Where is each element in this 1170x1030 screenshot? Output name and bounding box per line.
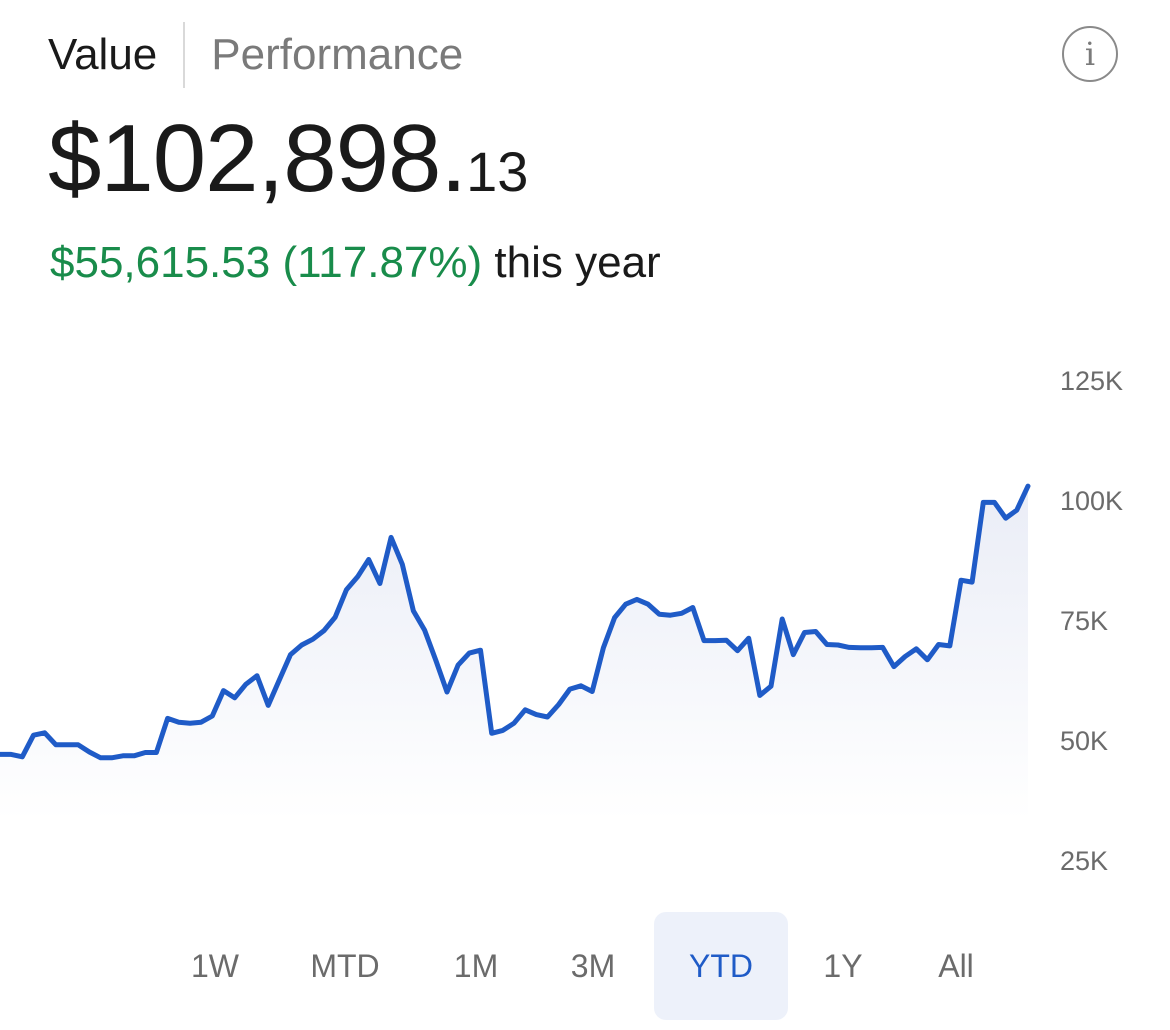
portfolio-chart: 125K 100K 75K 50K 25K xyxy=(0,366,1123,876)
time-range-selector: 1W MTD 1M 3M YTD 1Y All xyxy=(160,912,1014,1020)
tab-performance[interactable]: Performance xyxy=(211,30,464,79)
range-1w[interactable]: 1W xyxy=(191,948,239,984)
range-1m[interactable]: 1M xyxy=(453,948,499,984)
info-icon[interactable]: i xyxy=(1062,26,1118,82)
y-axis: 125K 100K 75K 50K 25K xyxy=(1060,366,1123,876)
chart-line xyxy=(0,483,1031,761)
range-all[interactable]: All xyxy=(938,948,974,984)
portfolio-value-cents: 13 xyxy=(466,140,529,203)
range-ytd[interactable]: YTD xyxy=(654,912,788,1020)
tab-divider xyxy=(183,22,186,88)
y-tick-label: 50K xyxy=(1060,726,1108,756)
range-1y[interactable]: 1Y xyxy=(823,948,863,984)
view-tabs: Value Performance xyxy=(48,22,463,88)
tab-value[interactable]: Value xyxy=(48,30,158,79)
range-3m[interactable]: 3M xyxy=(570,948,616,984)
y-tick-label: 25K xyxy=(1060,846,1108,876)
portfolio-value-main: $102,898. xyxy=(48,105,467,212)
chart-area xyxy=(0,486,1028,820)
y-tick-label: 100K xyxy=(1060,486,1123,516)
period-change: $55,615.53 (117.87%) this year xyxy=(50,238,661,288)
change-amount: $55,615.53 (117.87%) xyxy=(50,238,483,287)
y-tick-label: 125K xyxy=(1060,366,1123,396)
change-period: this year xyxy=(494,238,661,287)
y-tick-label: 75K xyxy=(1060,606,1108,636)
portfolio-value: $102,898.13 xyxy=(48,104,528,214)
range-mtd[interactable]: MTD xyxy=(310,948,380,984)
